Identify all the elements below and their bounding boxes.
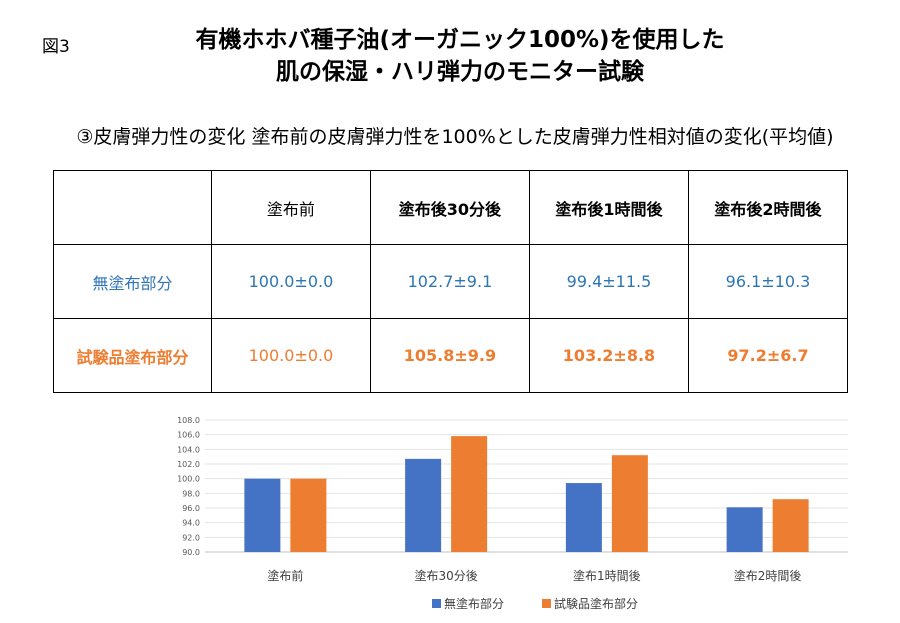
y-tick-label: 90.0 (182, 548, 200, 557)
table-cell: 100.0±0.0 (210, 244, 371, 319)
y-tick-label: 94.0 (182, 519, 200, 528)
header-cell: 塗布後1時間後 (528, 170, 690, 245)
legend-label: 試験品塗布部分 (554, 596, 638, 611)
legend-label: 無塗布部分 (444, 596, 504, 611)
table-row: 無塗布部分 100.0±0.0 102.7±9.1 99.4±11.5 96.1… (53, 244, 848, 319)
table-cell: 99.4±11.5 (528, 244, 690, 319)
table-cell: 97.2±6.7 (688, 318, 848, 393)
subtitle: ③皮膚弾力性の変化 塗布前の皮膚弾力性を100%とした皮膚弾力性相対値の変化(平… (76, 126, 834, 148)
table-cell: 103.2±8.8 (528, 318, 690, 393)
legend-swatch (542, 599, 551, 608)
results-table: 塗布前 塗布後30分後 塗布後1時間後 塗布後2時間後 無塗布部分 100.0±… (53, 170, 848, 393)
x-tick-label: 塗布1時間後 (573, 568, 641, 583)
table-cell: 100.0±0.0 (210, 318, 371, 393)
y-tick-label: 106.0 (177, 431, 200, 440)
y-tick-label: 100.0 (177, 475, 200, 484)
y-tick-label: 104.0 (177, 445, 200, 454)
bar-treated (772, 499, 809, 552)
x-tick-label: 塗布前 (267, 568, 303, 583)
bar-treated (451, 436, 488, 552)
bar-untreated (244, 478, 281, 552)
bar-untreated (405, 458, 442, 552)
bar-untreated (565, 483, 602, 552)
bar-treated (611, 455, 648, 552)
page-title: 有機ホホバ種子油(オーガニック100%)を使用した 肌の保湿・ハリ弾力のモニター… (100, 24, 820, 88)
legend-swatch (432, 599, 441, 608)
bar-untreated (726, 507, 763, 552)
row-label: 無塗布部分 (53, 244, 212, 319)
row-label: 試験品塗布部分 (53, 318, 212, 393)
title-line-1: 有機ホホバ種子油(オーガニック100%)を使用した (195, 27, 725, 53)
y-tick-label: 98.0 (182, 489, 200, 498)
table-cell: 105.8±9.9 (369, 318, 530, 393)
header-cell: 塗布前 (210, 170, 371, 245)
table-row: 試験品塗布部分 100.0±0.0 105.8±9.9 103.2±8.8 97… (53, 318, 848, 393)
table-cell: 96.1±10.3 (688, 244, 848, 319)
title-line-2: 肌の保湿・ハリ弾力のモニター試験 (276, 59, 644, 85)
x-tick-label: 塗布30分後 (414, 568, 477, 583)
header-cell: 塗布後2時間後 (688, 170, 848, 245)
bar-treated (290, 478, 327, 552)
y-tick-label: 102.0 (177, 460, 200, 469)
x-tick-label: 塗布2時間後 (734, 568, 802, 583)
y-tick-label: 92.0 (182, 533, 200, 542)
header-cell: 塗布後30分後 (369, 170, 530, 245)
y-tick-label: 108.0 (177, 416, 200, 425)
y-tick-label: 96.0 (182, 504, 200, 513)
table-header-row: 塗布前 塗布後30分後 塗布後1時間後 塗布後2時間後 (53, 170, 848, 245)
figure-label: 図3 (42, 37, 70, 57)
